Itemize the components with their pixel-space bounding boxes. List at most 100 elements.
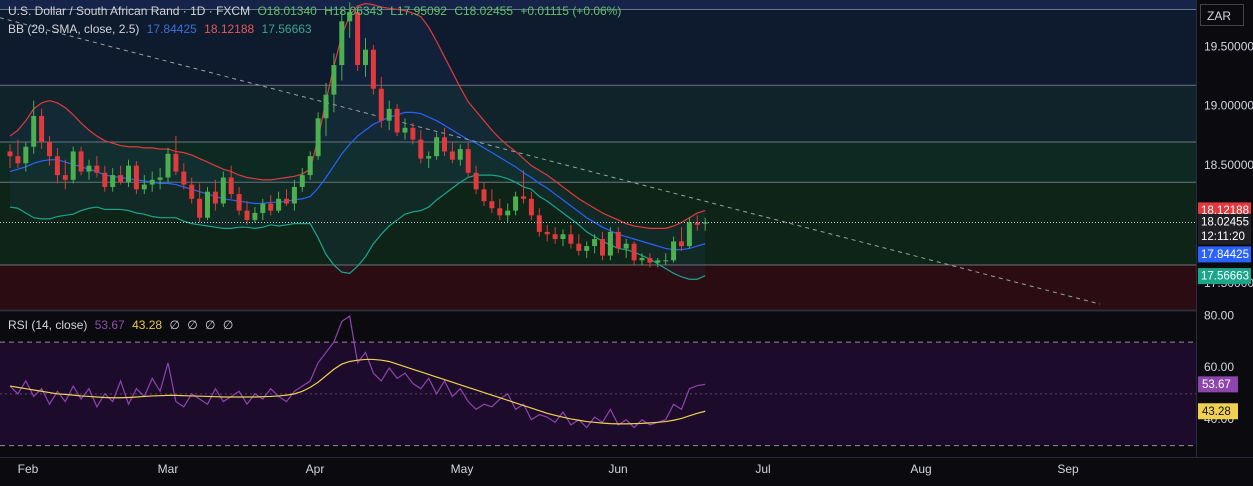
candle[interactable] [663,253,669,266]
time-axis[interactable] [0,457,1253,486]
candle[interactable] [54,147,60,184]
candle[interactable] [702,217,708,231]
candle[interactable] [102,165,108,192]
candle[interactable] [86,159,92,180]
candle[interactable] [473,165,479,195]
candle[interactable] [220,171,226,208]
candle[interactable] [39,108,45,150]
candle[interactable] [94,156,100,178]
candle[interactable] [47,136,52,166]
candle[interactable] [268,195,274,216]
candle[interactable] [165,147,171,183]
candle[interactable] [236,186,242,216]
candle[interactable] [15,139,21,169]
candle[interactable] [442,127,447,157]
candle[interactable] [418,130,424,164]
candle[interactable] [157,168,163,190]
candle[interactable] [497,198,503,221]
candle[interactable] [528,191,534,221]
candle[interactable] [386,100,392,131]
candle[interactable] [197,183,203,223]
candle[interactable] [686,217,692,249]
candle[interactable] [584,241,590,258]
candle[interactable] [560,229,566,247]
candle[interactable] [189,177,195,204]
candle[interactable] [363,37,368,77]
candle[interactable] [671,236,677,263]
candle[interactable] [402,118,408,140]
candle[interactable] [457,144,463,166]
candle[interactable] [173,136,179,176]
candle[interactable] [31,100,37,154]
candle[interactable] [181,163,187,190]
candle[interactable] [513,191,519,216]
candle[interactable] [7,144,13,169]
candle[interactable] [694,215,700,231]
trend-line[interactable] [0,17,1101,305]
candle[interactable] [141,175,147,195]
candle[interactable] [600,231,605,261]
candle[interactable] [299,168,305,192]
symbol-title[interactable]: U.S. Dollar / South African Rand · 1D · … [8,4,251,18]
candle[interactable] [284,189,289,206]
candle[interactable] [347,2,353,38]
candle[interactable] [228,165,234,199]
candle[interactable] [592,234,598,254]
candle[interactable] [23,141,29,172]
candle[interactable] [679,227,684,251]
rsi-line[interactable] [9,315,706,429]
bb-label[interactable]: BB (20, SMA, close, 2.5) [8,22,140,36]
candle[interactable] [481,182,487,206]
candle[interactable] [647,253,653,268]
candle[interactable] [212,179,218,211]
candle[interactable] [631,241,637,266]
bb-lower-line[interactable] [9,174,706,280]
candle[interactable] [568,224,574,249]
candle[interactable] [552,227,558,244]
rsi-label[interactable]: RSI (14, close) [8,318,88,332]
candle[interactable] [110,168,116,192]
candle[interactable] [489,189,495,213]
candle[interactable] [70,146,76,184]
candle[interactable] [394,104,400,137]
candle[interactable] [323,82,329,137]
candle[interactable] [505,203,511,223]
candle[interactable] [544,224,550,242]
candle[interactable] [126,159,131,187]
candle[interactable] [426,151,432,169]
candle[interactable] [331,53,337,113]
candle[interactable] [434,132,440,160]
candle[interactable] [449,141,455,164]
candle[interactable] [370,44,376,95]
candle[interactable] [133,160,139,195]
rsi-ma-line[interactable] [9,358,706,425]
candle[interactable] [410,123,416,145]
candle[interactable] [576,234,582,256]
candle[interactable] [623,239,629,258]
bb-basis-line[interactable] [9,111,706,251]
candle[interactable] [244,201,250,225]
candle[interactable] [78,146,84,176]
candle[interactable] [378,76,384,128]
candle[interactable] [521,170,526,204]
candle[interactable] [607,227,613,261]
candle[interactable] [655,257,661,268]
candle[interactable] [536,208,542,237]
candle[interactable] [118,165,124,185]
candle[interactable] [291,179,297,211]
candle[interactable] [62,159,68,190]
candle[interactable] [307,151,313,180]
candle[interactable] [149,171,155,192]
candle[interactable] [615,227,621,254]
candle[interactable] [276,191,282,213]
candle[interactable] [339,9,345,81]
candle[interactable] [260,198,266,221]
candle[interactable] [465,141,471,178]
candle[interactable] [315,112,321,160]
candle[interactable] [355,5,361,71]
candle[interactable] [639,253,645,266]
currency-selector[interactable]: ZAR [1200,4,1244,26]
candle[interactable] [252,207,258,223]
candle[interactable] [205,186,210,221]
